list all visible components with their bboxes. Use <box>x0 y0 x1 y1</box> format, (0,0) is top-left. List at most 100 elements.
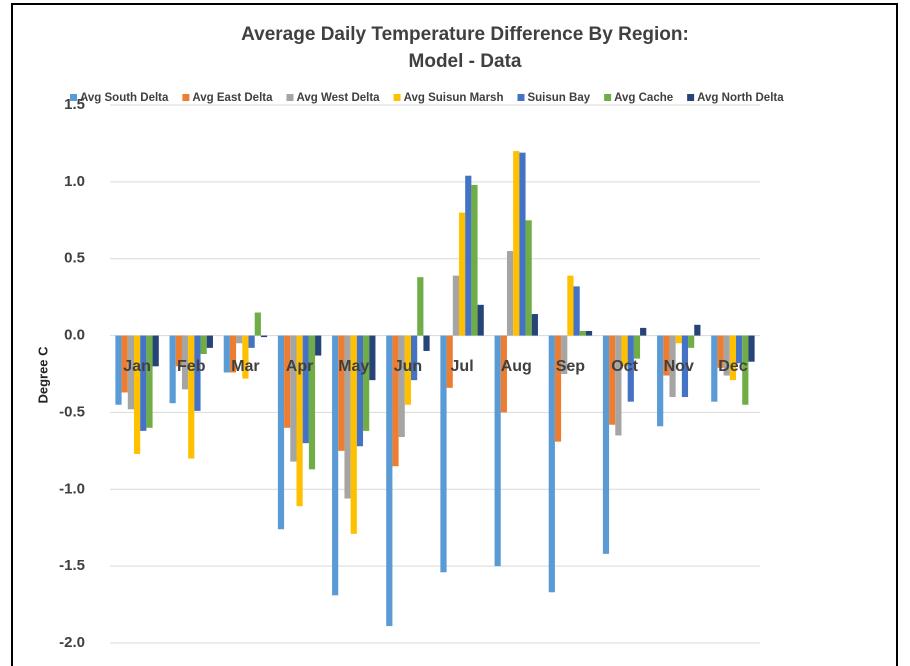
legend-swatch <box>517 94 525 101</box>
labels: -2.0 -1.5 -1.0 -0.5 0.0 0.5 1.0 1.5 Jan Feb Mar Apr… <box>59 96 748 651</box>
y-tick-label: 0.5 <box>64 250 85 267</box>
legend: Avg South Delta Avg East Delta Avg West De… <box>70 92 784 104</box>
legend-swatch <box>286 94 294 101</box>
y-tick-label: 1.0 <box>64 173 85 190</box>
x-tick-label: Jun <box>394 358 422 375</box>
bar <box>440 335 447 573</box>
bar <box>681 335 689 398</box>
bar <box>748 335 755 362</box>
y-tick-label: -2.0 <box>59 634 85 651</box>
legend-swatch <box>604 94 612 101</box>
legend-swatch <box>182 94 190 101</box>
bar <box>554 335 562 442</box>
bar <box>729 335 737 381</box>
bar <box>175 335 182 367</box>
x-tick-label: Nov <box>664 358 694 375</box>
legend-label: Avg North Delta <box>697 92 784 104</box>
bar <box>194 335 201 411</box>
bar <box>284 335 291 428</box>
bar <box>404 335 412 405</box>
bar <box>573 286 580 336</box>
bar <box>471 184 478 336</box>
bar <box>121 335 128 393</box>
bar <box>369 335 376 381</box>
bar <box>506 251 514 336</box>
bar <box>494 335 501 567</box>
bar <box>146 335 153 428</box>
bar <box>398 335 405 438</box>
bar <box>229 335 237 373</box>
bar <box>602 335 610 554</box>
x-tick-label: Dec <box>718 358 747 375</box>
bar <box>452 275 459 336</box>
bar <box>500 335 507 413</box>
legend-label: Avg East Delta <box>192 92 273 104</box>
bar <box>717 335 724 368</box>
bar <box>621 335 628 367</box>
x-tick-label: May <box>338 358 369 375</box>
bar <box>411 335 418 381</box>
legend-label: Avg Suisun Marsh <box>404 92 504 104</box>
legend-label: Suisun Bay <box>527 92 590 104</box>
bar <box>206 335 213 348</box>
y-tick-label: 0.0 <box>64 327 85 344</box>
bars <box>115 151 755 627</box>
bar <box>302 335 309 444</box>
x-tick-label: Jul <box>451 358 474 375</box>
bar <box>669 335 676 398</box>
legend-label: Avg South Delta <box>80 92 169 104</box>
legend-swatch <box>70 94 77 101</box>
bar <box>169 335 176 404</box>
bar <box>386 335 393 627</box>
bar <box>127 335 134 410</box>
bar <box>585 330 593 336</box>
bar <box>248 335 255 348</box>
bar <box>392 335 399 467</box>
bar <box>315 335 322 356</box>
bar <box>242 335 249 379</box>
bar <box>633 335 641 359</box>
bar <box>254 312 261 336</box>
bar <box>663 335 670 376</box>
legend-swatch <box>393 94 401 101</box>
x-tick-label: Sep <box>556 358 586 375</box>
legend-label: Avg Cache <box>614 92 673 104</box>
x-tick-label: Oct <box>611 358 638 375</box>
bar <box>260 335 268 338</box>
bar <box>531 314 538 336</box>
bar <box>423 335 430 351</box>
bar <box>363 335 370 431</box>
bar <box>579 330 586 336</box>
bar <box>688 335 695 348</box>
bar <box>308 335 316 470</box>
bar <box>277 335 285 530</box>
bar <box>711 335 718 402</box>
y-tick-label: -1.0 <box>59 480 85 497</box>
bar <box>561 335 568 374</box>
bar <box>236 335 243 344</box>
bar <box>513 151 520 336</box>
bar <box>332 335 339 596</box>
x-tick-label: Apr <box>286 358 314 375</box>
bar <box>290 335 297 462</box>
bar <box>525 220 532 336</box>
bar <box>152 335 159 367</box>
bar <box>458 212 466 336</box>
bar <box>356 335 364 447</box>
bar <box>477 304 484 336</box>
bar <box>640 327 647 336</box>
y-axis-title: Degree C <box>35 346 50 404</box>
bar <box>200 335 207 355</box>
chart-title: Average Daily Temperature Difference By … <box>241 24 689 45</box>
bar <box>615 335 622 436</box>
bar <box>344 335 351 499</box>
bar <box>694 324 701 336</box>
x-tick-label: Feb <box>177 358 206 375</box>
y-tick-label: -0.5 <box>59 403 85 420</box>
x-tick-label: Jan <box>123 358 151 375</box>
bar <box>465 175 472 336</box>
bar <box>417 277 424 336</box>
bar <box>181 335 189 390</box>
bar <box>188 335 195 459</box>
